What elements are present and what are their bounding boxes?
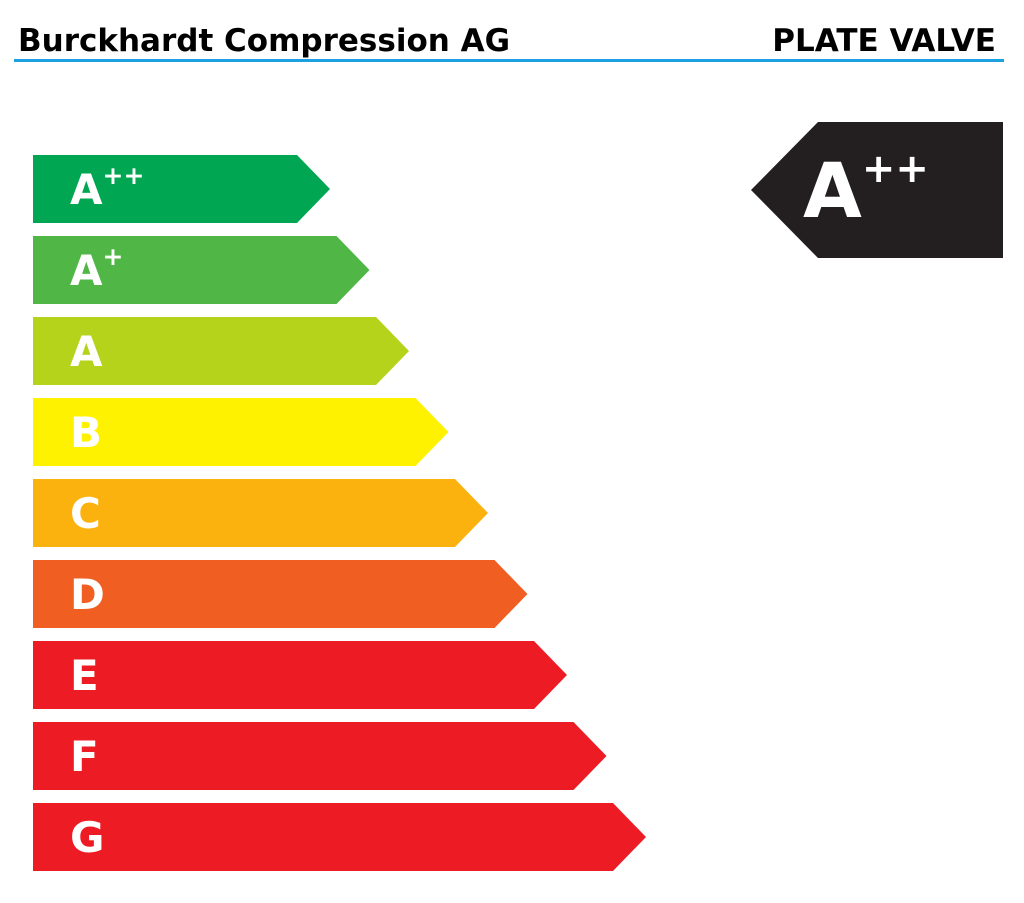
class-label: A — [70, 327, 103, 376]
class-bar — [33, 236, 370, 304]
class-label: G — [70, 813, 104, 862]
company-name: Burckhardt Compression AG — [18, 23, 510, 59]
class-bar — [33, 155, 330, 223]
rating-arrow — [751, 122, 1003, 258]
class-label-letter: B — [70, 408, 102, 457]
product-name: PLATE VALVE — [772, 23, 996, 59]
class-label-letter: G — [70, 813, 104, 862]
class-label-letter: D — [70, 570, 105, 619]
class-bar — [33, 803, 646, 871]
class-label: A++ — [70, 161, 144, 214]
class-label-letter: A — [70, 246, 103, 295]
rating-label-superscript: ++ — [862, 146, 929, 192]
class-bar — [33, 722, 607, 790]
class-label: F — [70, 732, 99, 781]
class-label-letter: A — [70, 327, 103, 376]
class-label-letter: F — [70, 732, 99, 781]
class-bar — [33, 398, 449, 466]
rating-label-letter: A — [803, 146, 862, 235]
class-label: C — [70, 489, 101, 538]
header-rule — [14, 59, 1004, 62]
class-label-superscript: + — [103, 242, 124, 271]
class-label-letter: A — [70, 165, 103, 214]
class-bar — [33, 479, 488, 547]
class-label-letter: E — [70, 651, 99, 700]
rating-label: A++ — [803, 146, 929, 235]
class-label-letter: C — [70, 489, 101, 538]
class-label-superscript: ++ — [103, 161, 145, 190]
class-label: D — [70, 570, 105, 619]
class-bar — [33, 641, 567, 709]
class-label: A+ — [70, 242, 123, 295]
class-label: E — [70, 651, 99, 700]
class-label: B — [70, 408, 102, 457]
class-bar — [33, 560, 528, 628]
class-bar — [33, 317, 409, 385]
